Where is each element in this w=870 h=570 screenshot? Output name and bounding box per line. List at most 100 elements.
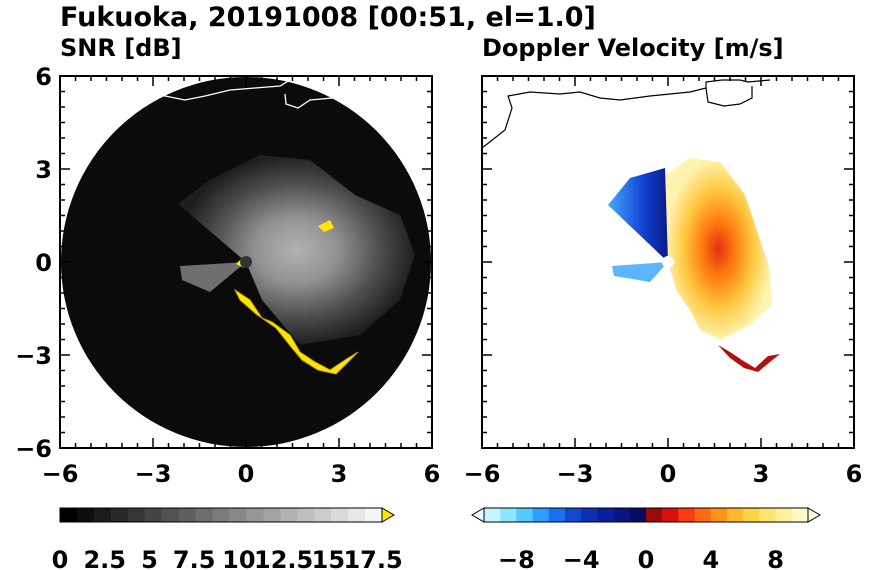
doppler-xtick-label: −3 [557,460,594,488]
doppler-colorbar-segment [646,508,655,522]
snr-colorbar-segment [280,508,298,522]
doppler-radar-site [662,256,674,268]
doppler-colorbar-segment [670,508,679,522]
snr-colorbar-segment [331,508,349,522]
doppler-colorbar-segment [565,508,574,522]
doppler-colorbar-segment [500,508,509,522]
snr-xtick-label: −3 [135,460,172,488]
doppler-colorbar-segment [791,508,801,522]
doppler-panel [482,79,780,372]
snr-colorbar-label: 0 [52,546,69,570]
doppler-negative-region [608,168,668,262]
doppler-colorbar-label: 8 [767,546,784,570]
snr-strong-echo-coast [233,288,359,375]
doppler-xtick-label: 0 [660,460,677,488]
doppler-coast-echo [718,345,780,372]
doppler-colorbar-segment [508,508,517,522]
snr-ytick-label: −3 [15,342,52,370]
snr-colorbar-segment [60,508,78,522]
doppler-colorbar-segment [727,508,736,522]
doppler-colorbar-segment [637,508,647,522]
doppler-colorbar-segment [516,508,525,522]
snr-colorbar-segment [178,508,197,522]
doppler-colorbar-segment [597,508,606,522]
snr-colorbar-segment [144,508,163,522]
doppler-colorbar-segment [532,508,542,522]
snr-xtick-label: 3 [331,460,348,488]
doppler-colorbar-segment [767,508,777,522]
doppler-colorbar-segment [613,508,623,522]
doppler-colorbar-segment [662,508,671,522]
doppler-negative-beam [612,262,668,282]
doppler-colorbar-segment [783,508,793,522]
doppler-colorbar-frame [483,507,809,523]
snr-xtick-label: 6 [424,460,441,488]
doppler-colorbar-segment [589,508,598,522]
doppler-colorbar-segment [678,508,687,522]
snr-colorbar-label: 7.5 [173,546,216,570]
snr-colorbar-label: 5 [141,546,158,570]
snr-colorbar-segment [297,508,315,522]
doppler-xtick-label: 6 [846,460,863,488]
doppler-colorbar-segment [654,508,663,522]
doppler-xtick-label: −6 [464,460,501,488]
snr-colorbar-overflow [381,507,395,523]
doppler-colorbar-overflow [807,507,821,523]
snr-panel [61,77,431,447]
doppler-colorbar-segment [573,508,582,522]
doppler-colorbar-segment [605,508,615,522]
snr-colorbar-label: 10 [222,546,255,570]
doppler-panel-title: Doppler Velocity [m/s] [482,34,784,62]
doppler-colorbar-segment [556,508,566,522]
doppler-colorbar-segment [540,508,550,522]
doppler-colorbar-segment [710,508,720,522]
doppler-colorbar-segment [484,508,493,522]
doppler-colorbar-segment [735,508,744,522]
doppler-colorbar-label: −4 [563,546,600,570]
snr-colorbar-frame [59,507,383,523]
doppler-colorbar-segment [524,508,534,522]
doppler-colorbar-segment [718,508,728,522]
snr-colorbar-segment [127,508,146,522]
doppler-colorbar-segment [743,508,752,522]
snr-xtick-label: −6 [42,460,79,488]
snr-ytick-label: −6 [15,435,52,463]
snr-echo-region [178,155,415,345]
snr-colorbar-label: 15 [312,546,345,570]
doppler-colorbar-segment [686,508,696,522]
doppler-colorbar-segment [751,508,760,522]
snr-colorbar-segment [229,508,247,522]
snr-clutter-beam [180,262,246,292]
snr-strong-echo-point [318,220,334,232]
doppler-coastline [482,79,771,149]
snr-colorbar-segment [314,508,332,522]
doppler-xtick-label: 3 [753,460,770,488]
snr-colorbar-segment [93,508,112,522]
snr-colorbar-segment [161,508,180,522]
snr-colorbar-label: 2.5 [83,546,126,570]
snr-colorbar-segment [246,508,264,522]
doppler-colorbar: −8 −4 0 4 8 [471,507,821,570]
snr-colorbar-segment [76,508,95,522]
doppler-colorbar-segment [694,508,704,522]
snr-colorbar-segment [263,508,281,522]
snr-radar-site [240,256,252,268]
doppler-colorbar-segment [799,508,809,522]
doppler-colorbar-segment [702,508,712,522]
doppler-colorbar-underflow [471,507,485,523]
snr-ytick-label: 0 [35,249,52,277]
snr-panel-title: SNR [dB] [60,34,182,62]
snr-colorbar-segment [348,508,366,522]
doppler-colorbar-label: −8 [498,546,535,570]
snr-coastline [159,79,333,109]
snr-colorbar-segment [110,508,129,522]
doppler-colorbar-segment [629,508,639,522]
snr-colorbar-segment [212,508,230,522]
snr-ytick-label: 6 [35,63,52,91]
doppler-positive-region [665,158,772,340]
snr-colorbar-label: 17.5 [343,546,402,570]
snr-xtick-label: 0 [238,460,255,488]
